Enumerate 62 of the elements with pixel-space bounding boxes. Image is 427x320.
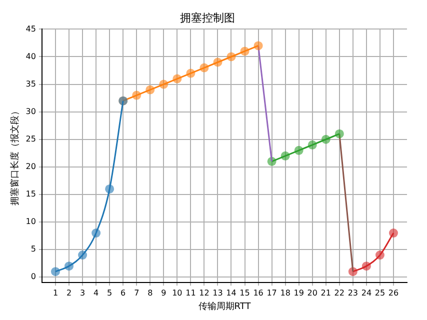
x-tick-label: 10 (172, 288, 182, 298)
x-tick-label: 16 (253, 288, 264, 298)
point (159, 80, 168, 89)
point (105, 184, 114, 194)
point (334, 129, 344, 138)
x-axis-title: 传输周期RTT (198, 300, 252, 312)
chart-title: 拥塞控制图 (180, 11, 235, 24)
x-tick-label: 17 (266, 288, 277, 298)
point (362, 262, 371, 271)
x-tick-label: 22 (334, 288, 344, 298)
x-tick-label: 5 (107, 288, 112, 298)
x-tick-label: 2 (66, 288, 72, 298)
y-tick-label: 45 (26, 24, 36, 34)
x-tick-label: 26 (388, 288, 399, 298)
point (146, 85, 155, 94)
y-tick-label: 30 (26, 106, 36, 116)
x-tick-label: 3 (80, 288, 86, 298)
x-tick-label: 24 (361, 288, 372, 298)
x-tick-label: 25 (374, 288, 386, 298)
point (240, 46, 250, 56)
y-tick-label: 25 (26, 134, 36, 144)
point (92, 228, 101, 238)
point (254, 41, 263, 50)
x-tick-label: 9 (161, 288, 166, 298)
point (226, 52, 236, 62)
y-tick-label: 5 (30, 244, 36, 254)
point (172, 74, 182, 84)
x-tick-label: 12 (199, 288, 210, 298)
point (132, 90, 142, 100)
x-tick-label: 7 (134, 288, 140, 298)
y-tick-label: 0 (30, 272, 36, 282)
point (186, 68, 196, 78)
x-tick-label: 11 (186, 288, 196, 298)
y-tick-label: 35 (26, 79, 36, 88)
x-tick-label: 20 (307, 288, 318, 298)
x-tick-label: 21 (320, 288, 331, 298)
point (51, 267, 60, 276)
x-tick-label: 6 (120, 288, 126, 298)
x-tick-label: 14 (226, 288, 236, 298)
point (375, 250, 384, 260)
x-tick-label: 8 (148, 288, 153, 298)
x-tick-label: 15 (240, 288, 250, 298)
point (213, 58, 222, 67)
x-tick-label: 1 (52, 288, 58, 298)
x-tick-label: 23 (348, 288, 358, 298)
point (321, 134, 330, 144)
x-tick-label: 19 (294, 288, 304, 298)
point (388, 228, 398, 238)
y-tick-label: 15 (26, 190, 36, 199)
point (78, 250, 88, 260)
x-tick-label: 13 (212, 288, 223, 298)
point (280, 151, 290, 160)
point (200, 63, 209, 72)
y-tick-label: 10 (26, 217, 36, 226)
y-tick-label: 40 (26, 52, 36, 61)
point (64, 262, 74, 271)
point (308, 140, 317, 150)
x-tick-label: 4 (94, 288, 99, 298)
point (294, 146, 304, 155)
y-tick-label: 20 (26, 162, 36, 171)
y-axis-title: 拥塞窗口长度（报文段） (10, 106, 21, 206)
x-tick-label: 18 (280, 288, 290, 298)
